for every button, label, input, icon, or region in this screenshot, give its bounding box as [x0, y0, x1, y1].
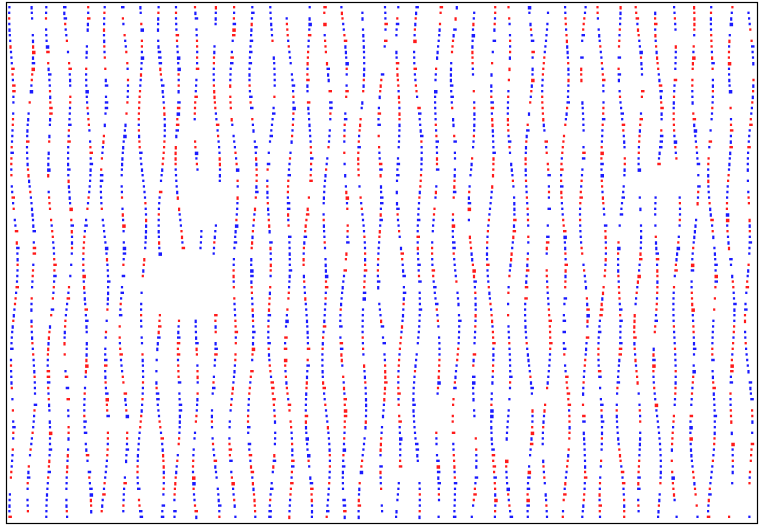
- page: (() => { // Decorative pattern only: no …: [0, 0, 764, 528]
- dot-field: [0, 0, 764, 528]
